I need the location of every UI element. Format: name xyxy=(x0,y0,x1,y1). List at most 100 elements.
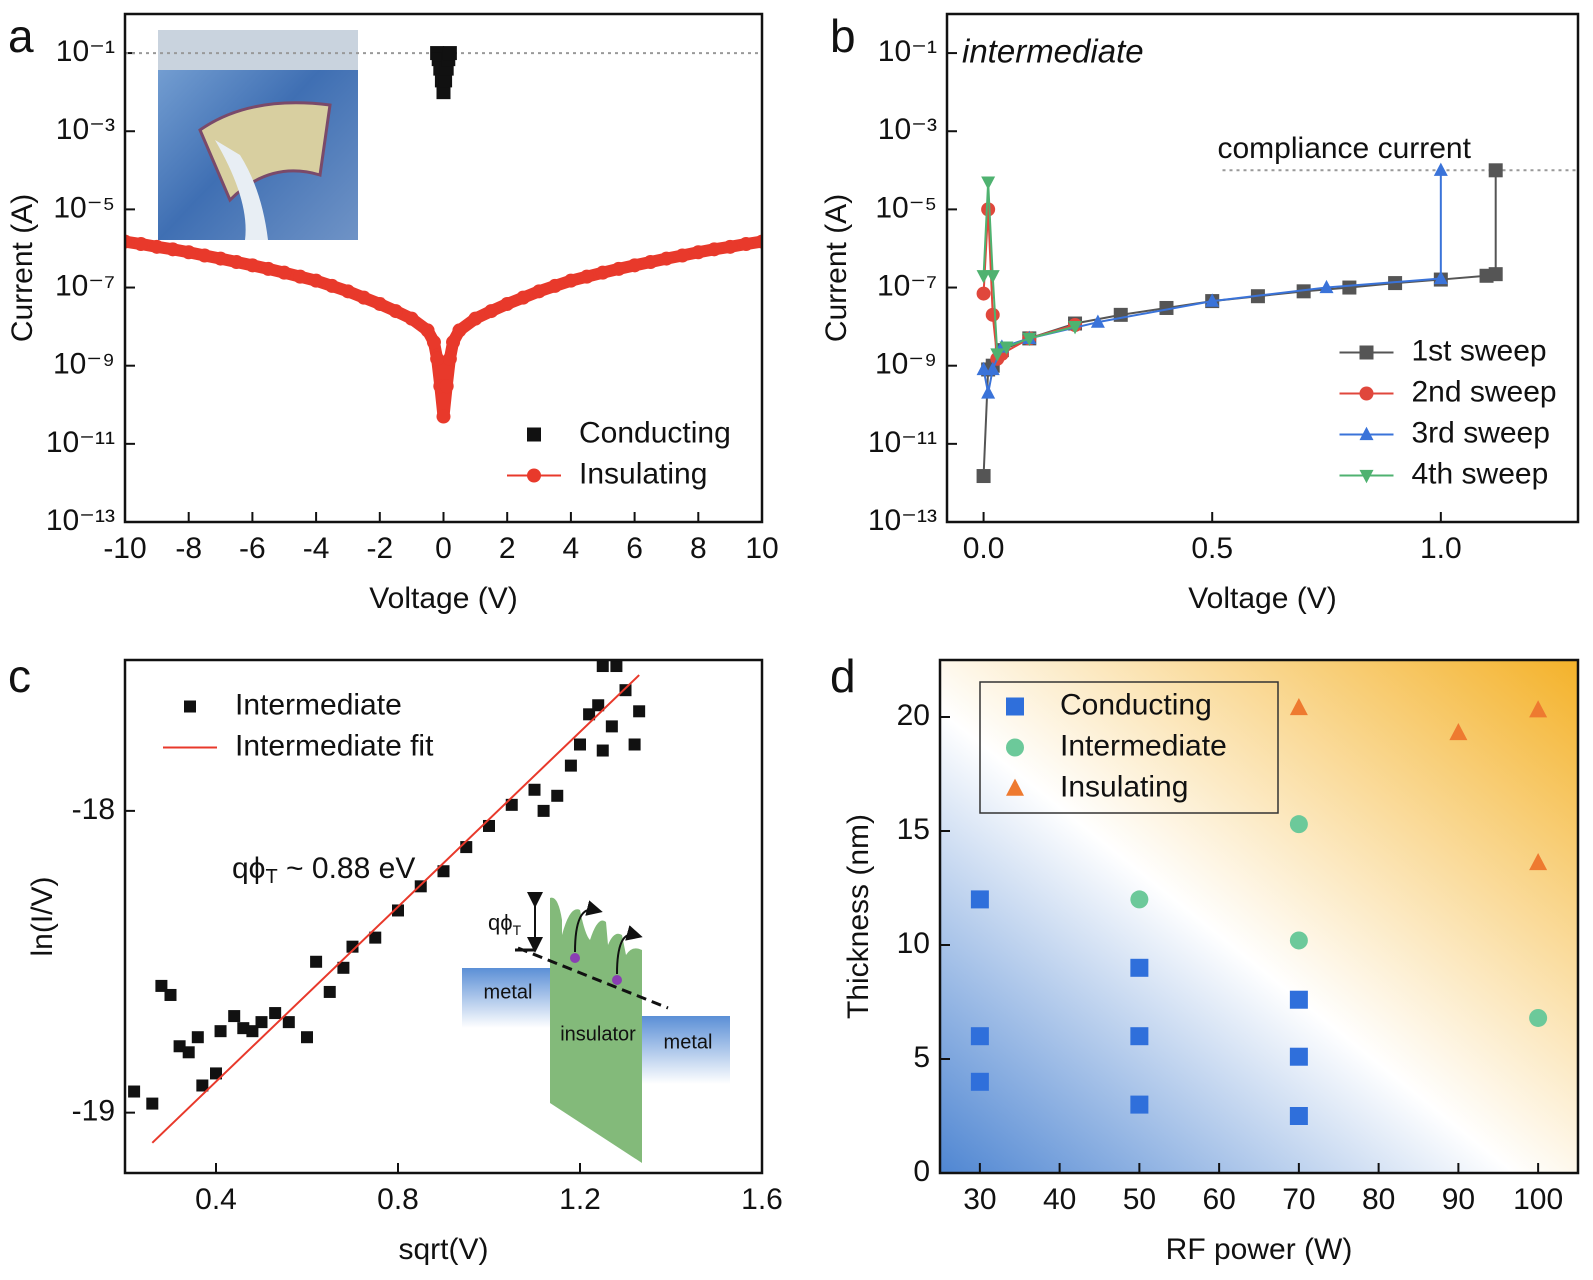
x-tick-label: 70 xyxy=(1282,1183,1315,1216)
series-line xyxy=(982,170,1442,395)
panel-label: b xyxy=(830,10,856,62)
x-tick-label: 30 xyxy=(963,1183,996,1216)
marker xyxy=(210,1067,222,1080)
annotation-rest: ~ 0.88 eV xyxy=(278,852,416,885)
marker xyxy=(246,1025,259,1038)
legend-label: Insulating xyxy=(579,457,707,490)
marker xyxy=(976,286,991,301)
marker xyxy=(691,245,706,260)
marker xyxy=(1130,1027,1149,1046)
marker xyxy=(1529,853,1548,871)
x-tick-label: 50 xyxy=(1123,1183,1156,1216)
x-tick-label: -8 xyxy=(175,532,202,565)
marker xyxy=(125,234,132,249)
marker xyxy=(981,202,996,217)
x-tick-label: 40 xyxy=(1043,1183,1076,1216)
marker xyxy=(1289,990,1308,1009)
inset-symbol: qϕT xyxy=(488,910,522,938)
x-tick-label: 0 xyxy=(435,532,452,565)
y-tick-label: 10⁻⁵ xyxy=(53,191,115,224)
legend-marker xyxy=(1359,426,1374,441)
marker xyxy=(1433,162,1448,176)
inset-symbol-text: qϕ xyxy=(488,910,513,935)
legend-label: Intermediate xyxy=(235,688,402,721)
y-tick-label: 10⁻⁹ xyxy=(875,348,937,381)
marker xyxy=(213,251,228,266)
x-axis-title: Voltage (V) xyxy=(369,582,517,615)
marker xyxy=(164,988,177,1001)
marker xyxy=(611,261,626,276)
legend-label: Intermediate xyxy=(1060,729,1227,762)
x-tick-label: 8 xyxy=(690,532,707,565)
y-tick-label: 10⁻⁵ xyxy=(875,191,937,224)
legend-marker xyxy=(1006,738,1024,757)
marker xyxy=(196,1079,209,1092)
marker xyxy=(707,242,722,257)
x-axis-title: sqrt(V) xyxy=(399,1233,489,1266)
marker xyxy=(426,335,441,350)
marker xyxy=(310,955,323,968)
marker xyxy=(985,361,1000,376)
marker xyxy=(197,248,212,263)
legend-label: Insulating xyxy=(1060,770,1188,803)
x-tick-label: 0.4 xyxy=(195,1183,237,1216)
marker xyxy=(128,1085,141,1098)
marker xyxy=(1529,700,1548,718)
marker xyxy=(1449,723,1468,741)
marker xyxy=(563,273,578,288)
x-tick-label: -10 xyxy=(103,532,146,565)
marker xyxy=(1289,1107,1308,1125)
marker xyxy=(583,708,596,721)
marker xyxy=(1090,314,1105,328)
marker xyxy=(976,469,991,484)
plot-background xyxy=(940,660,1578,1173)
marker xyxy=(483,819,495,832)
marker xyxy=(970,1027,989,1046)
legend-marker xyxy=(1359,469,1374,484)
marker xyxy=(1529,1008,1548,1027)
y-tick-label: 10⁻¹¹ xyxy=(46,426,115,459)
x-tick-label: 4 xyxy=(563,532,580,565)
legend-marker xyxy=(1006,697,1024,716)
marker xyxy=(1289,931,1308,950)
x-tick-label: 1.2 xyxy=(559,1183,601,1216)
panel-label: a xyxy=(8,10,34,62)
x-tick-label: -2 xyxy=(366,532,393,565)
marker xyxy=(182,1046,195,1059)
y-tick-label: 10⁻⁷ xyxy=(877,269,937,302)
y-axis-title: ln(I/V) xyxy=(26,876,59,956)
marker xyxy=(981,176,996,190)
marker xyxy=(436,85,451,100)
y-tick-label: -19 xyxy=(72,1095,115,1128)
marker xyxy=(627,258,642,273)
marker xyxy=(436,409,451,424)
marker xyxy=(755,234,762,249)
marker xyxy=(1488,163,1503,178)
marker xyxy=(146,1097,159,1110)
y-tick-label: 10⁻⁹ xyxy=(53,348,115,381)
x-axis-title: RF power (W) xyxy=(1166,1233,1353,1266)
legend-box xyxy=(979,681,1279,814)
x-tick-label: 0.8 xyxy=(377,1183,419,1216)
marker xyxy=(388,304,403,319)
marker xyxy=(659,251,674,266)
x-tick-label: 0.5 xyxy=(1191,532,1233,565)
marker xyxy=(173,1040,186,1053)
annotation-sub: T xyxy=(266,866,278,888)
marker xyxy=(369,931,382,944)
marker xyxy=(500,296,515,311)
marker xyxy=(1488,267,1503,282)
marker xyxy=(404,311,419,326)
marker xyxy=(595,265,610,280)
marker xyxy=(537,804,550,817)
marker xyxy=(1159,300,1174,315)
marker xyxy=(309,273,324,288)
marker xyxy=(392,904,404,917)
marker xyxy=(592,699,605,712)
marker xyxy=(452,323,467,338)
inset-label: metal xyxy=(484,981,533,1003)
marker xyxy=(574,738,586,751)
plot-frame xyxy=(123,658,764,1175)
